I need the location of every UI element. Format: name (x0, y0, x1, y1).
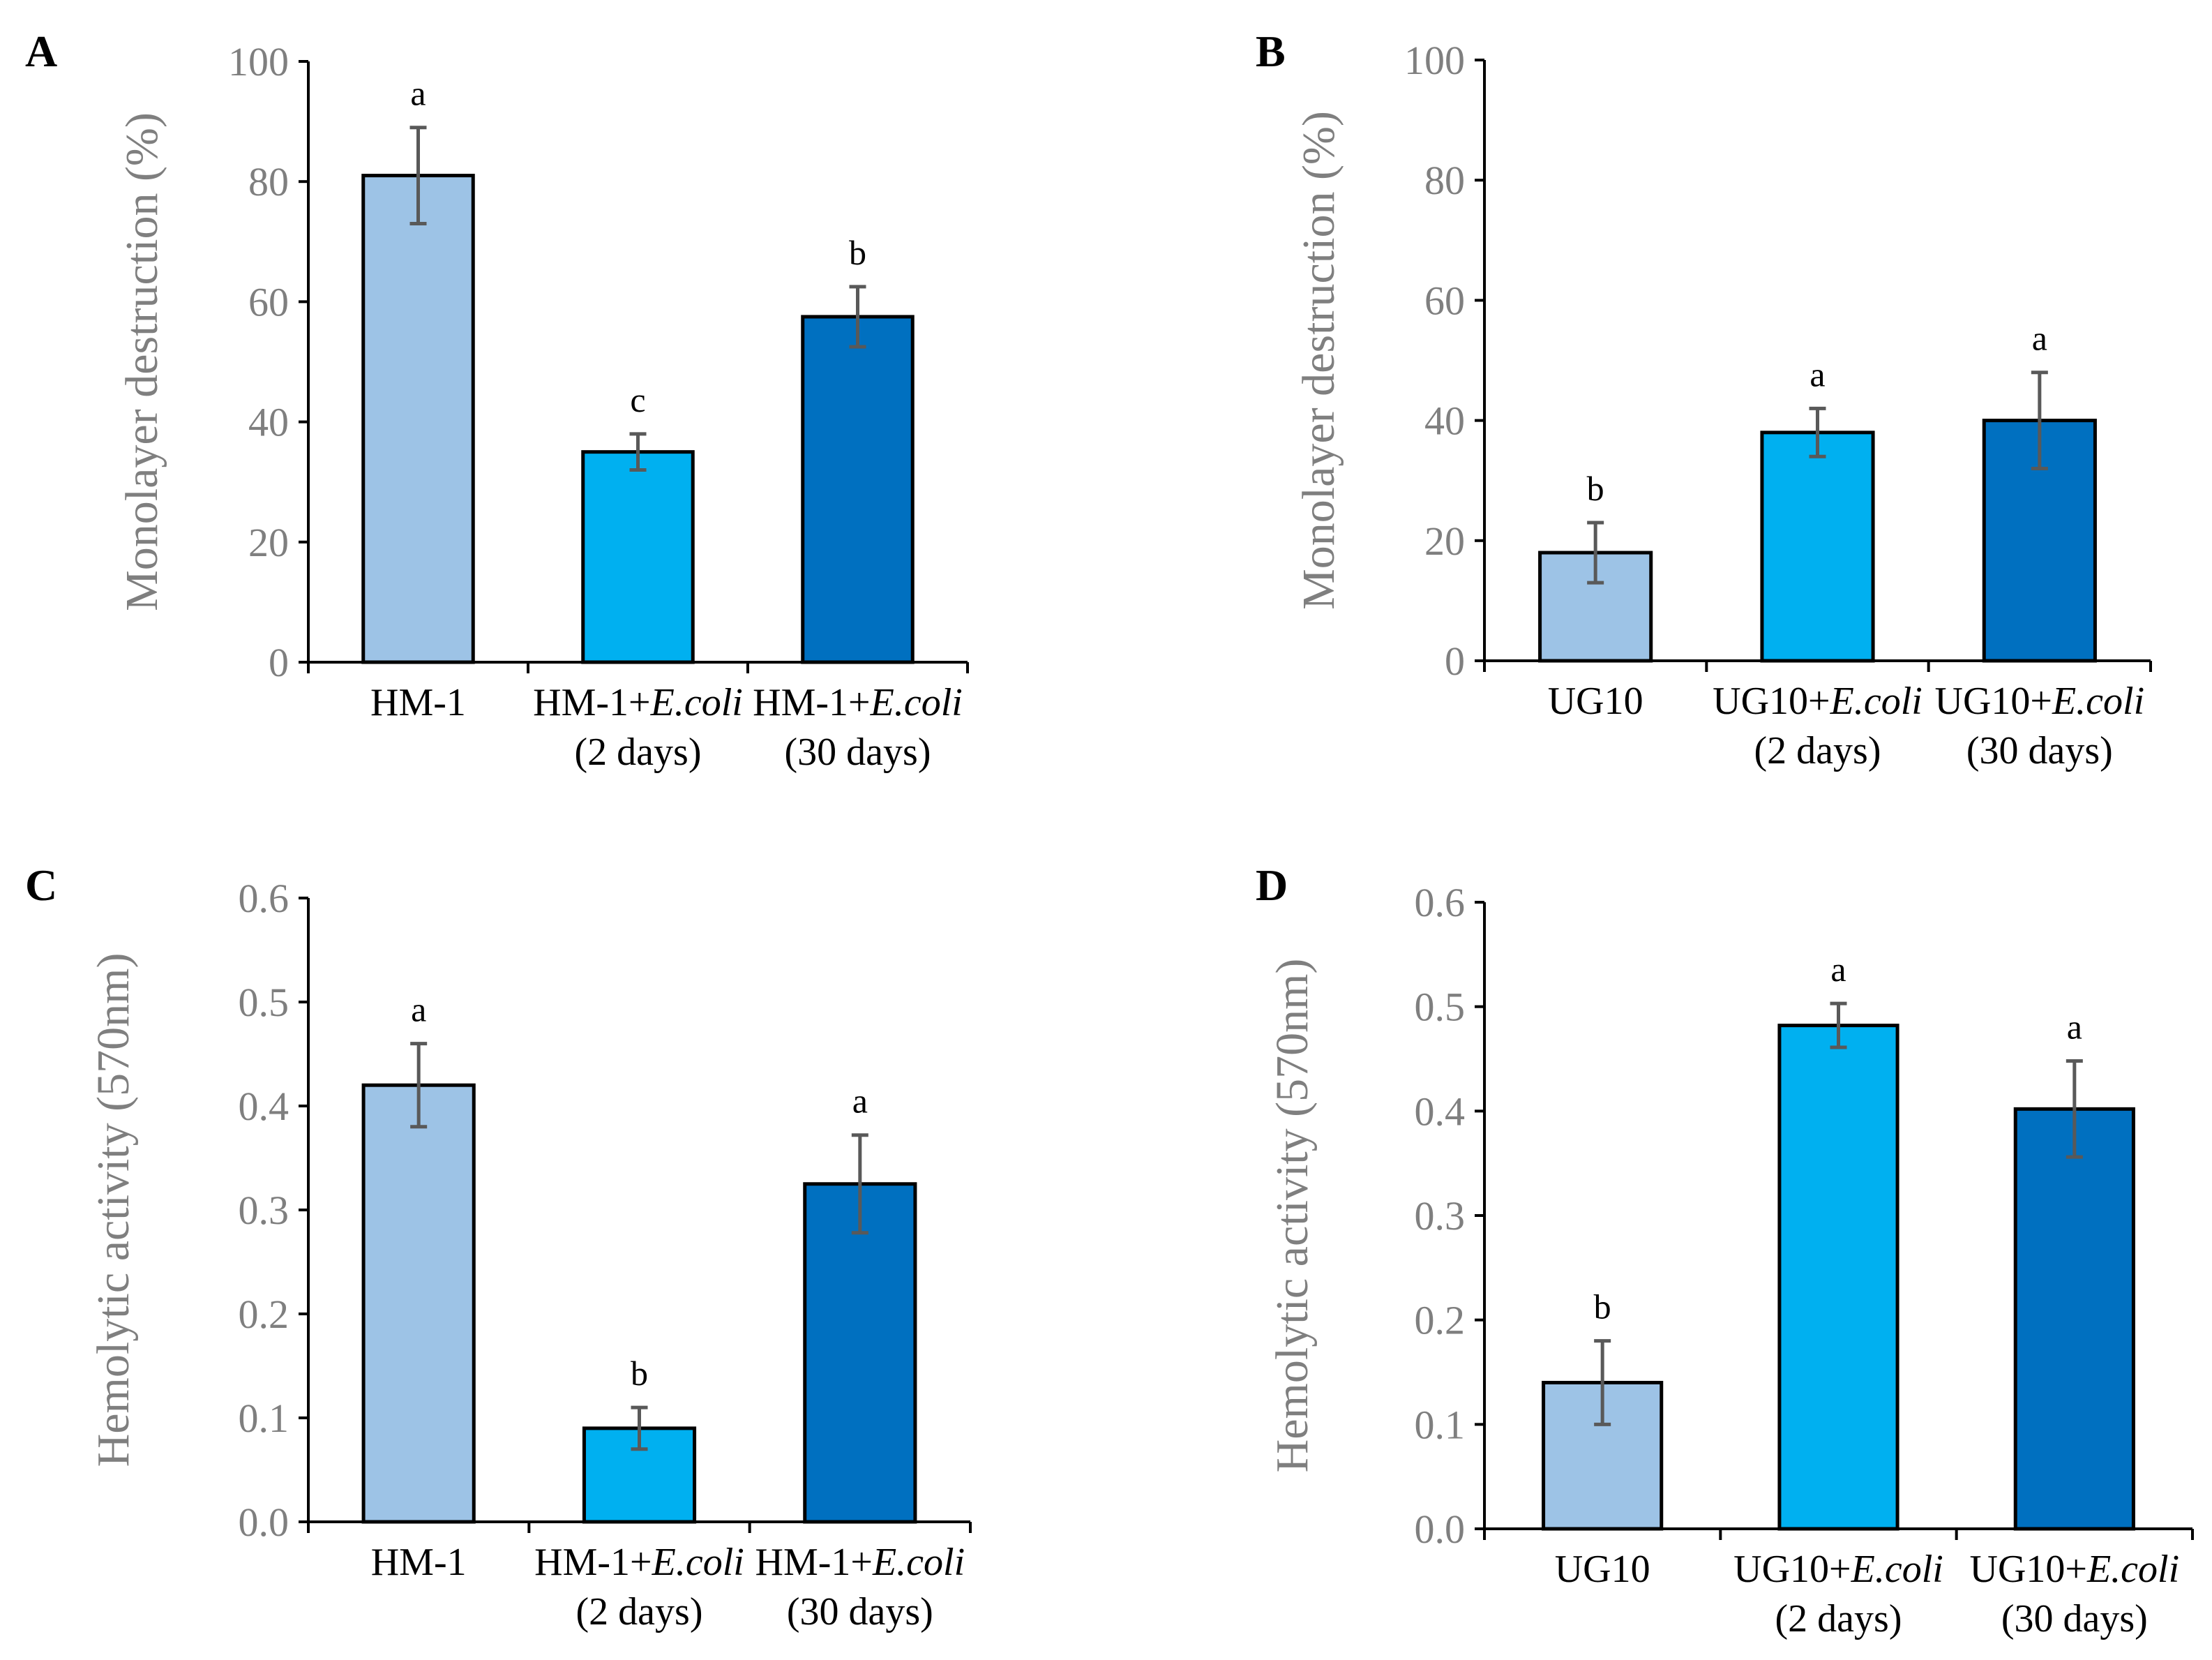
category-label-line2: (30 days) (787, 1590, 933, 1633)
y-tick-label: 60 (1424, 278, 1465, 323)
category-label: UG10+E.coli (1935, 680, 2145, 723)
category-label: HM-1+E.coli (534, 1541, 744, 1584)
bar (361, 174, 475, 664)
significance-letter: b (1594, 1287, 1611, 1326)
significance-letter: a (852, 1082, 868, 1121)
y-tick-label: 0.6 (1415, 880, 1466, 925)
significance-letter: a (410, 74, 426, 113)
category-label: HM-1 (370, 681, 466, 724)
panel-letter: A (25, 27, 57, 76)
panel-d: D Hemolytic activity (570nm) 0.0 0.1 0.2 0.3 0… (1256, 860, 2194, 1640)
y-tick-label: 0.2 (1415, 1298, 1466, 1343)
category-label-line2: (30 days) (785, 731, 931, 774)
category-label-line2: (2 days) (575, 731, 702, 774)
y-tick-label: 0.5 (239, 980, 289, 1025)
significance-letter: b (631, 1354, 648, 1393)
y-tick-label: 0.1 (239, 1396, 289, 1441)
y-tick-label: 0.0 (1415, 1506, 1466, 1552)
category-label-line2: (2 days) (576, 1590, 703, 1633)
bar (1760, 431, 1875, 663)
y-tick-label: 0.0 (239, 1500, 289, 1545)
y-tick-label: 40 (248, 400, 289, 445)
significance-letter: a (1810, 354, 1825, 394)
bar (2013, 1107, 2135, 1531)
category-label: UG10+E.coli (1733, 1548, 1943, 1591)
category-label-line2: (30 days) (2001, 1597, 2148, 1640)
bar (1538, 551, 1653, 663)
significance-letter: b (1587, 469, 1604, 508)
panel-letter: B (1256, 27, 1286, 76)
category-label: HM-1 (371, 1541, 467, 1584)
bar (361, 1083, 476, 1524)
category-label: UG10+E.coli (1970, 1548, 2180, 1591)
significance-letter: a (1830, 950, 1846, 989)
y-tick-label: 0.3 (239, 1188, 289, 1233)
y-tick-label: 20 (1424, 518, 1465, 564)
y-tick-label: 0.1 (1415, 1402, 1466, 1447)
category-label: HM-1+E.coli (755, 1541, 965, 1584)
panel-c: C Hemolytic activity (570nm) 0.0 0.1 0.2 0.3 0… (25, 860, 972, 1633)
significance-letter: a (2032, 319, 2047, 358)
bar (803, 1182, 917, 1524)
y-tick-label: 0.2 (239, 1292, 289, 1337)
y-tick-label: 60 (248, 279, 289, 324)
y-tick-label: 80 (1424, 158, 1465, 203)
y-tick-label: 100 (228, 39, 289, 84)
y-tick-label: 0 (1445, 638, 1465, 684)
y-tick-label: 0.3 (1415, 1193, 1466, 1239)
category-label: HM-1+E.coli (753, 681, 963, 724)
panel-letter: C (25, 860, 57, 910)
y-tick-label: 0.4 (1415, 1089, 1466, 1134)
significance-letter: c (630, 380, 645, 419)
significance-letter: a (2067, 1007, 2082, 1046)
y-axis-title: Hemolytic activity (570nm) (88, 953, 139, 1467)
y-axis-title: Monolayer destruction (%) (116, 112, 167, 611)
y-axis-title: Monolayer destruction (%) (1293, 111, 1344, 610)
bar (801, 315, 915, 664)
category-label: UG10 (1555, 1548, 1650, 1591)
y-tick-label: 40 (1424, 398, 1465, 444)
significance-letter: b (849, 233, 866, 272)
y-tick-label: 0.5 (1415, 985, 1466, 1030)
category-label: UG10+E.coli (1713, 680, 1923, 723)
y-tick-label: 0.6 (239, 876, 289, 921)
significance-letter: a (411, 990, 426, 1029)
bar (581, 450, 695, 664)
category-label: HM-1+E.coli (533, 681, 743, 724)
y-tick-label: 0.4 (239, 1084, 289, 1129)
y-axis-title: Hemolytic activity (570nm) (1267, 959, 1318, 1473)
category-label-line2: (30 days) (1966, 729, 2113, 772)
y-tick-label: 100 (1404, 38, 1465, 83)
panel-a: A Monolayer destruction (%) 0 20 40 60 80 100 a H… (25, 27, 969, 774)
category-label-line2: (2 days) (1754, 729, 1881, 772)
y-tick-label: 80 (248, 159, 289, 204)
category-label: UG10 (1548, 680, 1643, 723)
y-tick-label: 20 (248, 520, 289, 565)
y-tick-label: 0 (269, 640, 289, 685)
bar (1777, 1024, 1899, 1531)
category-label-line2: (2 days) (1775, 1597, 1902, 1640)
panel-letter: D (1256, 860, 1288, 910)
